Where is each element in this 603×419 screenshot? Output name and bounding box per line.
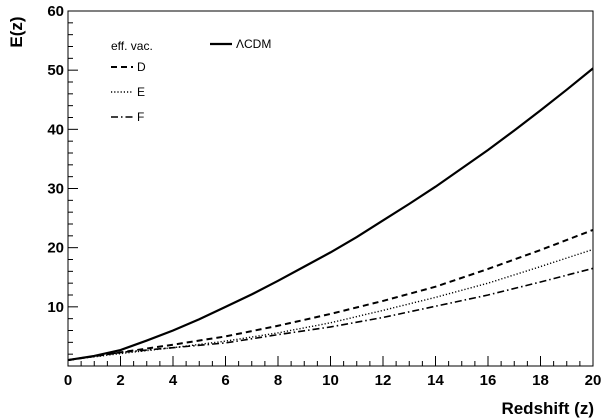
series-line-λcdm bbox=[67, 67, 594, 362]
x-tick-label: 8 bbox=[274, 372, 282, 389]
x-tick-label: 18 bbox=[532, 372, 549, 389]
y-tick-label: 30 bbox=[47, 181, 64, 198]
y-tick-label: 40 bbox=[47, 121, 64, 138]
series-line-f bbox=[67, 267, 594, 361]
tick-labels-layer: 0 2 4 6 8 10 12 14 16 18 20 10 20 30 40 50 60 bbox=[47, 3, 601, 389]
y-tick-label: 10 bbox=[47, 299, 64, 316]
x-axis-title: Redshift (z) bbox=[501, 399, 594, 418]
y-tick-label: 60 bbox=[47, 3, 64, 20]
x-tick-label: 2 bbox=[116, 372, 124, 389]
x-tick-label: 0 bbox=[64, 372, 72, 389]
series-layer bbox=[67, 67, 594, 362]
legend-label-f: F bbox=[137, 110, 144, 124]
x-tick-label: 16 bbox=[480, 372, 497, 389]
legend-label-e: E bbox=[137, 85, 145, 99]
legend-title: eff. vac. bbox=[111, 39, 153, 53]
legend-label-λcdm: ΛCDM bbox=[236, 37, 271, 51]
plot-frame bbox=[67, 10, 594, 367]
x-tick-label: 12 bbox=[375, 372, 392, 389]
y-tick-label: 20 bbox=[47, 240, 64, 257]
y-axis-title: E(z) bbox=[7, 16, 26, 47]
y-tick-label: 50 bbox=[47, 62, 64, 79]
ticks-layer bbox=[67, 10, 594, 367]
x-tick-label: 14 bbox=[427, 372, 444, 389]
x-tick-label: 6 bbox=[221, 372, 229, 389]
x-tick-label: 4 bbox=[169, 372, 178, 389]
x-tick-label: 20 bbox=[585, 372, 602, 389]
x-tick-label: 10 bbox=[322, 372, 339, 389]
legend-label-d: D bbox=[137, 60, 146, 74]
legend: eff. vac. ΛCDM DEF bbox=[111, 37, 271, 124]
series-line-e bbox=[67, 248, 594, 361]
